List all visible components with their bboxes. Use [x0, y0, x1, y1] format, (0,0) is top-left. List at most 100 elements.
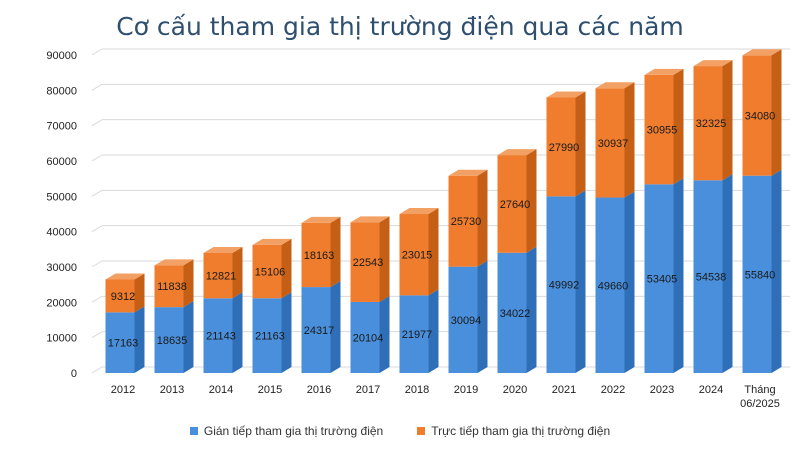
bar-segment-side — [134, 306, 145, 373]
data-label: 9312 — [111, 291, 135, 303]
data-label: 34080 — [745, 110, 776, 122]
bar-segment-side — [624, 82, 635, 198]
bar-segment-side — [232, 292, 243, 373]
data-label: 27640 — [500, 199, 531, 211]
x-tick-label: 2016 — [307, 384, 331, 396]
bar-segment-front — [497, 252, 527, 373]
x-tick-label: 2018 — [405, 384, 429, 396]
bar-segment-side — [330, 216, 341, 288]
y-tick-label: 0 — [71, 368, 77, 380]
bar-segment-front — [693, 180, 723, 373]
bar-segment-side — [379, 216, 390, 302]
bar-segment-front — [350, 222, 380, 302]
y-tick-label: 10000 — [46, 333, 77, 345]
x-tick-label: 2023 — [650, 384, 674, 396]
data-label: 49992 — [549, 280, 580, 292]
data-label: 17163 — [108, 338, 139, 350]
legend-item-direct: Trực tiếp tham gia thị trường điện — [417, 424, 610, 438]
y-tick-label: 40000 — [46, 227, 77, 239]
bar-segment-front — [350, 301, 380, 373]
gridline-diag — [91, 119, 103, 127]
bar-segment-side — [624, 191, 635, 373]
gridline-diag — [91, 83, 103, 91]
legend-label-indirect: Gián tiếp tham gia thị trường điện — [203, 424, 384, 438]
data-label: 21143 — [206, 331, 236, 343]
data-label: 32325 — [696, 118, 727, 130]
bar-top-face — [546, 91, 586, 98]
x-tick-label: Tháng — [744, 384, 775, 396]
bar-top-face — [399, 208, 439, 215]
data-label: 24317 — [304, 325, 335, 337]
bar-segment-front — [399, 295, 429, 373]
data-label: 18163 — [304, 250, 335, 262]
y-tick-label: 30000 — [46, 262, 77, 274]
bar-top-face — [252, 238, 292, 245]
bar-segment-side — [771, 49, 782, 176]
bar-segment-front — [252, 244, 282, 299]
bar-segment-side — [134, 273, 145, 313]
bar-segment-front — [105, 279, 135, 313]
bar-segment-front — [546, 97, 576, 197]
y-tick-label: 20000 — [46, 297, 77, 309]
bar-segment-side — [722, 174, 733, 373]
bar-segment-side — [673, 68, 684, 185]
data-label: 11838 — [157, 281, 187, 293]
bar-top-face — [301, 216, 341, 223]
x-tick-label: 2021 — [552, 384, 576, 396]
bar-segment-front — [595, 88, 625, 198]
legend: Gián tiếp tham gia thị trường điện Trực … — [0, 424, 800, 438]
legend-swatch-direct — [417, 427, 426, 435]
bar-segment-side — [526, 246, 537, 373]
bar-segment-front — [742, 175, 772, 373]
bar-segment-front — [154, 307, 184, 373]
data-label: 18635 — [157, 335, 188, 347]
bar-segment-side — [379, 295, 390, 373]
bar-segment-side — [183, 301, 194, 373]
bar-top-face — [105, 273, 145, 280]
bar-segment-front — [301, 287, 331, 373]
bar-segment-front — [693, 66, 723, 181]
bar-segment-side — [722, 60, 733, 181]
bar-segment-side — [575, 91, 586, 197]
x-tick-label: 2024 — [699, 384, 723, 396]
bar-segment-side — [232, 246, 243, 299]
gridline-diag — [91, 225, 103, 233]
y-tick-label: 50000 — [46, 191, 77, 203]
bar-top-face — [203, 246, 243, 253]
gridline-diag — [91, 189, 103, 197]
legend-swatch-indirect — [189, 427, 198, 435]
bar-segment-side — [330, 281, 341, 373]
data-label: 30937 — [598, 138, 629, 150]
bar-top-face — [595, 82, 635, 89]
x-tick-label: 2022 — [601, 384, 625, 396]
bar-top-face — [644, 68, 684, 75]
data-label: 53405 — [647, 274, 678, 286]
bar-segment-front — [742, 55, 772, 176]
bar-segment-front — [497, 155, 527, 253]
bar-top-face — [497, 149, 537, 156]
legend-label-direct: Trực tiếp tham gia thị trường điện — [431, 424, 611, 438]
data-label: 23015 — [402, 250, 433, 262]
bar-segment-front — [448, 266, 478, 373]
bar-segment-front — [301, 222, 331, 288]
data-label: 55840 — [745, 269, 776, 281]
gridline-diag — [91, 366, 103, 374]
legend-item-indirect: Gián tiếp tham gia thị trường điện — [189, 424, 384, 438]
bar-segment-front — [644, 184, 674, 373]
x-tick-label: 2014 — [209, 384, 233, 396]
data-label: 21977 — [402, 329, 433, 341]
data-label: 25730 — [451, 216, 482, 228]
data-label: 34022 — [500, 308, 531, 320]
bar-segment-side — [281, 292, 292, 373]
bar-segment-side — [428, 208, 439, 296]
bar-segment-front — [546, 196, 576, 373]
bar-segment-front — [644, 74, 674, 185]
bar-segment-side — [673, 178, 684, 373]
y-tick-label: 90000 — [46, 50, 77, 62]
bar-segment-front — [154, 265, 184, 308]
data-label: 22543 — [353, 257, 384, 269]
bar-segment-front — [252, 298, 282, 373]
chart-title: Cơ cấu tham gia thị trường điện qua các … — [116, 12, 684, 41]
gridline-diag — [91, 295, 103, 303]
